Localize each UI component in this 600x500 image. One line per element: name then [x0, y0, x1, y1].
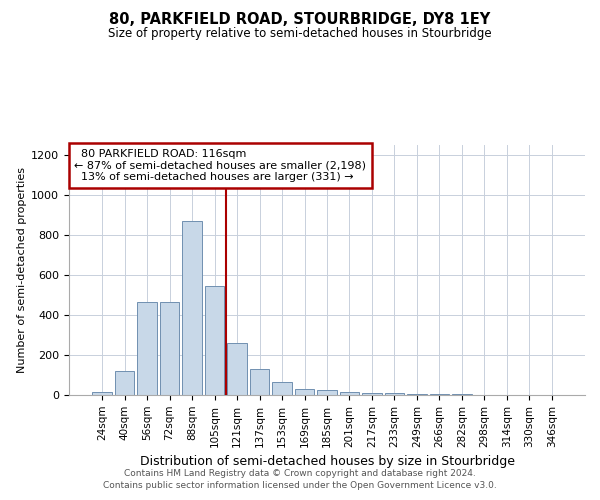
- Bar: [317, 390, 337, 395]
- Bar: [452, 394, 472, 395]
- Text: 80 PARKFIELD ROAD: 116sqm
← 87% of semi-detached houses are smaller (2,198)
  13: 80 PARKFIELD ROAD: 116sqm ← 87% of semi-…: [74, 149, 366, 182]
- Bar: [385, 393, 404, 395]
- Bar: [340, 392, 359, 395]
- Bar: [205, 286, 224, 395]
- Bar: [227, 343, 247, 395]
- Bar: [362, 393, 382, 395]
- X-axis label: Distribution of semi-detached houses by size in Stourbridge: Distribution of semi-detached houses by …: [139, 455, 515, 468]
- Text: Size of property relative to semi-detached houses in Stourbridge: Size of property relative to semi-detach…: [108, 28, 492, 40]
- Bar: [272, 382, 292, 395]
- Bar: [250, 369, 269, 395]
- Bar: [407, 394, 427, 395]
- Bar: [182, 221, 202, 395]
- Text: 80, PARKFIELD ROAD, STOURBRIDGE, DY8 1EY: 80, PARKFIELD ROAD, STOURBRIDGE, DY8 1EY: [109, 12, 491, 28]
- Bar: [115, 371, 134, 395]
- Text: Contains public sector information licensed under the Open Government Licence v3: Contains public sector information licen…: [103, 481, 497, 490]
- Bar: [137, 302, 157, 395]
- Bar: [295, 389, 314, 395]
- Bar: [430, 394, 449, 395]
- Bar: [160, 302, 179, 395]
- Bar: [92, 392, 112, 395]
- Text: Contains HM Land Registry data © Crown copyright and database right 2024.: Contains HM Land Registry data © Crown c…: [124, 468, 476, 477]
- Y-axis label: Number of semi-detached properties: Number of semi-detached properties: [17, 167, 27, 373]
